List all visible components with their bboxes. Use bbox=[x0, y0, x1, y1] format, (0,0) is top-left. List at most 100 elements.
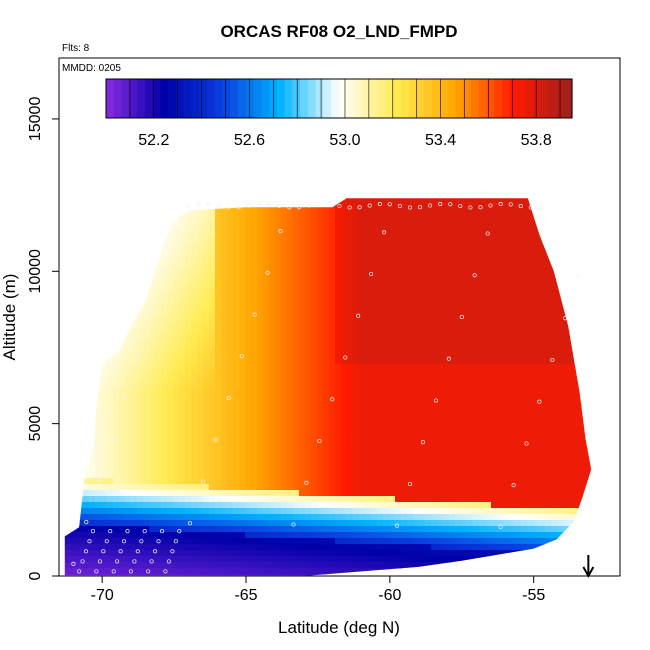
observation-marker bbox=[330, 397, 335, 402]
observation-marker bbox=[153, 549, 158, 554]
colorbar-segment bbox=[276, 79, 286, 118]
colorbar-segment bbox=[440, 79, 449, 118]
observation-marker bbox=[84, 520, 89, 525]
observation-marker bbox=[146, 569, 151, 574]
observation-marker bbox=[163, 569, 168, 574]
colorbar-segment bbox=[478, 79, 488, 118]
observation-marker bbox=[291, 522, 296, 527]
observation-marker bbox=[472, 273, 477, 278]
observation-marker bbox=[177, 529, 182, 534]
colorbar-segment bbox=[564, 79, 573, 118]
colorbar-segment bbox=[230, 79, 239, 118]
colorbar-segment bbox=[486, 79, 495, 118]
colorbar-segment bbox=[175, 79, 185, 118]
observation-marker bbox=[166, 559, 171, 564]
observation-marker bbox=[77, 569, 82, 574]
observation-marker bbox=[485, 231, 490, 236]
colorbar-segment bbox=[284, 79, 293, 118]
observation-marker bbox=[576, 274, 581, 279]
observation-marker bbox=[226, 396, 231, 401]
colorbar-tick-label: 53.8 bbox=[521, 132, 552, 149]
observation-marker bbox=[433, 398, 438, 403]
colorbar-segment bbox=[339, 79, 348, 118]
colorbar-segment bbox=[455, 79, 464, 118]
x-tick-label: -55 bbox=[522, 587, 545, 604]
observation-marker bbox=[518, 204, 523, 209]
observation-marker bbox=[420, 440, 425, 445]
observation-marker bbox=[87, 539, 92, 544]
observation-marker bbox=[488, 203, 493, 208]
observation-marker bbox=[256, 202, 261, 207]
colorbar-segment bbox=[106, 79, 115, 118]
observation-marker bbox=[139, 539, 144, 544]
observation-marker bbox=[206, 202, 211, 207]
colorbar bbox=[105, 78, 573, 119]
observation-marker bbox=[528, 205, 533, 210]
observation-marker bbox=[418, 205, 423, 210]
observation-marker bbox=[382, 230, 387, 235]
colorbar-segment bbox=[261, 79, 270, 118]
colorbar-segment bbox=[533, 79, 542, 118]
colorbar-segment bbox=[214, 79, 224, 118]
observation-marker bbox=[278, 229, 283, 234]
colorbar-segment bbox=[362, 79, 371, 118]
observation-marker bbox=[132, 559, 137, 564]
colorbar-segment bbox=[385, 79, 394, 118]
observation-marker bbox=[387, 202, 392, 207]
x-tick-label: -60 bbox=[378, 587, 401, 604]
observation-marker bbox=[347, 205, 352, 210]
observation-marker bbox=[394, 523, 400, 528]
observation-marker bbox=[196, 202, 201, 207]
observation-marker bbox=[97, 478, 102, 483]
colorbar-segment bbox=[307, 79, 317, 118]
colorbar-segment bbox=[253, 79, 262, 118]
colorbar-ticks: 52.2 52.6 53.0 53.4 53.8 bbox=[129, 79, 561, 149]
observation-marker bbox=[156, 539, 161, 544]
observation-marker bbox=[524, 441, 529, 446]
colorbar-segment bbox=[245, 79, 255, 118]
observation-marker bbox=[226, 205, 231, 210]
colorbar-segment bbox=[144, 79, 154, 118]
observation-marker bbox=[446, 356, 451, 361]
colorbar-segment bbox=[502, 79, 511, 118]
x-tick-label: -70 bbox=[91, 587, 114, 604]
observation-marker bbox=[239, 354, 244, 359]
observation-marker bbox=[170, 549, 175, 554]
observation-marker bbox=[357, 205, 362, 210]
colorbar-segment bbox=[447, 79, 457, 118]
colorbar-segment bbox=[408, 79, 418, 118]
colorbar-segment bbox=[548, 79, 558, 118]
colorbar-segment bbox=[300, 79, 309, 118]
colorbar-segment bbox=[292, 79, 301, 118]
observation-marker bbox=[161, 269, 167, 274]
y-tick-label: 10000 bbox=[27, 249, 44, 294]
observation-marker bbox=[149, 559, 154, 564]
observation-marker bbox=[97, 559, 102, 564]
x-axis: -70 -65 -60 -55 bbox=[91, 576, 545, 604]
colorbar-segment bbox=[370, 79, 379, 118]
colorbar-segment bbox=[424, 79, 433, 118]
observation-marker bbox=[236, 205, 241, 210]
date-annotation: MMDD: 0205 bbox=[62, 63, 121, 74]
observation-markers bbox=[71, 202, 581, 574]
colorbar-segment bbox=[346, 79, 356, 118]
observation-marker bbox=[115, 559, 120, 564]
observation-marker bbox=[149, 311, 154, 316]
observation-marker bbox=[216, 203, 221, 208]
observation-marker bbox=[317, 202, 322, 207]
observation-marker bbox=[498, 524, 503, 529]
observation-marker bbox=[297, 205, 302, 210]
observation-marker bbox=[174, 227, 180, 232]
observation-marker bbox=[121, 539, 127, 544]
observation-marker bbox=[337, 203, 342, 209]
observation-marker bbox=[369, 271, 374, 277]
observation-marker bbox=[407, 205, 413, 210]
colorbar-segment bbox=[113, 79, 123, 118]
colorbar-segment bbox=[199, 79, 208, 118]
arrow-head bbox=[582, 566, 595, 579]
observation-marker bbox=[83, 549, 89, 554]
observation-marker bbox=[438, 202, 443, 207]
observation-marker bbox=[173, 539, 178, 544]
colorbar-segment bbox=[152, 79, 161, 118]
